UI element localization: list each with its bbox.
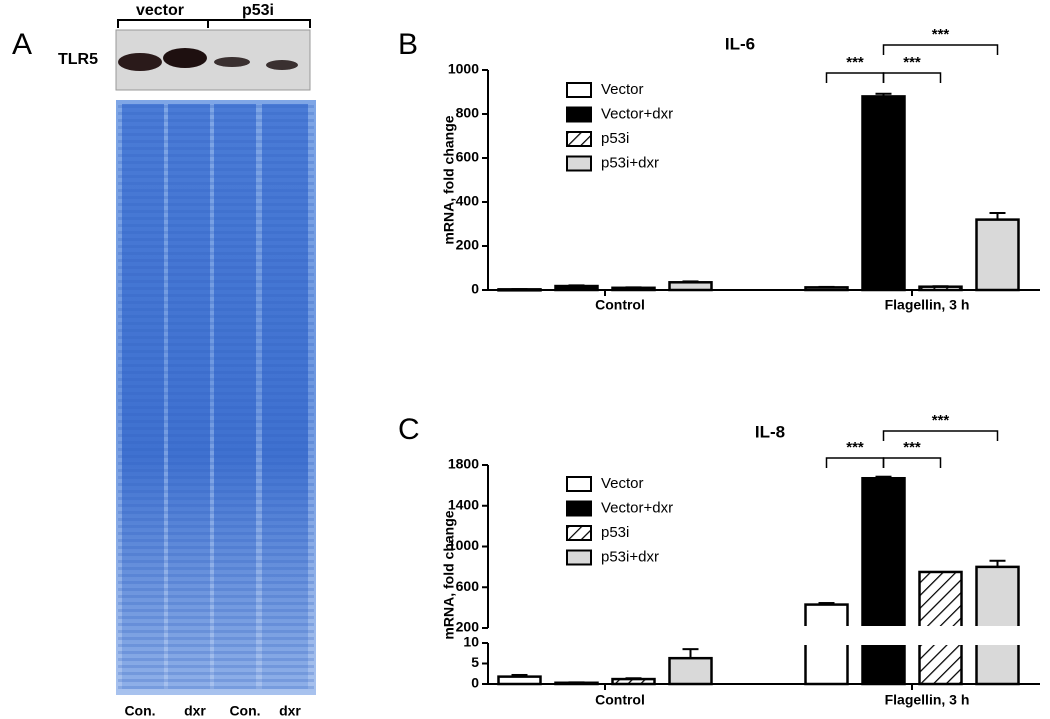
blot-band: [214, 57, 250, 67]
gel-texture: [118, 104, 314, 689]
legend-label: p53i+dxr: [601, 154, 659, 171]
significance-bracket: [882, 457, 942, 468]
axis-break-gap: [803, 641, 850, 645]
chart-title: IL-8: [755, 422, 785, 441]
bar: [918, 641, 963, 686]
significance-label: ***: [903, 439, 921, 456]
y-tick-label: 200: [456, 619, 480, 635]
bar: [918, 285, 963, 292]
y-tick-label: 800: [456, 105, 480, 121]
y-tick-label: 600: [456, 578, 480, 594]
significance-label: ***: [932, 412, 950, 429]
bar: [611, 286, 656, 292]
lane-label: Con.: [229, 703, 260, 719]
x-tick-label: Flagellin, 3 h: [885, 692, 970, 708]
legend-label: p53i+dxr: [601, 548, 659, 565]
y-tick-label: 10: [463, 634, 479, 650]
y-tick-label: 200: [456, 237, 480, 253]
group-label: p53i: [242, 2, 274, 19]
panel-letter: A: [12, 28, 32, 61]
axis-break-gap: [974, 641, 1021, 645]
y-tick-label: 5: [471, 654, 479, 670]
legend-swatch: [566, 476, 592, 492]
y-tick-label: 0: [471, 281, 479, 297]
axis-break-gap: [917, 626, 964, 630]
y-tick-label: 1400: [448, 496, 479, 512]
bar: [804, 286, 849, 292]
lane-label: dxr: [184, 703, 206, 719]
legend-label: Vector+dxr: [601, 105, 673, 122]
lane-label: Con.: [124, 703, 155, 719]
y-tick-label: 400: [456, 193, 480, 209]
bar: [918, 570, 963, 630]
group-label: vector: [136, 2, 184, 19]
y-tick-label: 600: [456, 149, 480, 165]
legend-label: p53i: [601, 130, 629, 147]
legend-label: p53i: [601, 524, 629, 541]
panel-letter: B: [398, 28, 418, 61]
significance-bracket: [882, 430, 999, 441]
legend-swatch: [566, 549, 592, 566]
axis-break-gap: [974, 626, 1021, 630]
significance-label: ***: [903, 54, 921, 71]
bar: [668, 281, 713, 292]
bar: [611, 677, 656, 686]
x-tick-label: Control: [595, 297, 645, 313]
bar: [861, 476, 906, 630]
significance-label: ***: [932, 26, 950, 43]
bar: [975, 565, 1020, 630]
bar: [975, 218, 1020, 292]
axis-break-gap: [917, 641, 964, 645]
bar: [804, 641, 849, 686]
y-axis-label: mRNA, fold change: [441, 115, 457, 244]
bar: [554, 284, 599, 292]
y-tick-label: 1800: [448, 456, 479, 472]
legend-label: Vector+dxr: [601, 499, 673, 516]
y-tick-label: 0: [471, 675, 479, 691]
bar: [861, 641, 906, 686]
blot-band: [163, 48, 207, 68]
bar: [668, 656, 713, 686]
legend-swatch: [566, 500, 592, 517]
legend-swatch: [566, 106, 592, 123]
y-axis-label: mRNA, fold change: [441, 510, 457, 639]
blot-band: [266, 60, 298, 70]
lane-label: dxr: [279, 703, 301, 719]
y-tick-label: 1000: [448, 61, 479, 77]
group-bracket: [117, 19, 311, 28]
significance-bracket: [882, 72, 942, 83]
axis-break-gap: [860, 626, 907, 630]
panel-letter: C: [398, 413, 420, 446]
axis-break-gap: [860, 641, 907, 645]
y-tick-label: 1000: [448, 537, 479, 553]
chart: B IL-6 mRNA, fold change 0 200 400 600 800 1000 C…: [398, 26, 1040, 313]
bar: [497, 675, 542, 686]
x-tick-label: Flagellin, 3 h: [885, 297, 970, 313]
bar: [861, 95, 906, 292]
legend-swatch: [566, 525, 592, 541]
legend-swatch: [566, 155, 592, 172]
bar: [975, 641, 1020, 686]
significance-bracket: [882, 44, 999, 55]
bar: [804, 603, 849, 630]
x-tick-label: Control: [595, 692, 645, 708]
gel-panel: A TLR5 vector p53i Con. dxr Con. dxr: [12, 2, 316, 719]
significance-label: ***: [846, 54, 864, 71]
bar: [554, 681, 599, 686]
blot-band: [118, 53, 162, 71]
legend-label: Vector: [601, 81, 644, 98]
axis-break-gap: [803, 626, 850, 630]
legend-label: Vector: [601, 475, 644, 492]
significance-bracket: [825, 72, 885, 83]
legend-swatch: [566, 131, 592, 147]
significance-bracket: [825, 457, 885, 468]
chart-title: IL-6: [725, 34, 755, 53]
legend-swatch: [566, 82, 592, 98]
significance-label: ***: [846, 439, 864, 456]
blot-label: TLR5: [58, 51, 98, 68]
bar: [497, 288, 542, 292]
